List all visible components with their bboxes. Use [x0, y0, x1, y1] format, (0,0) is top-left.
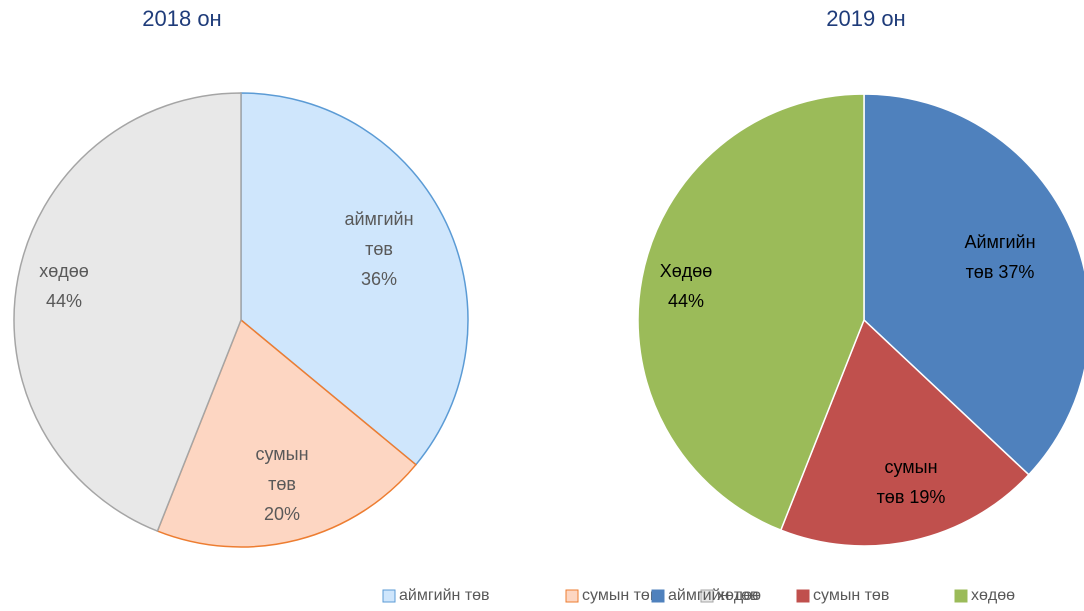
legend-label: сумын төв	[813, 587, 889, 604]
pie-slice	[240, 92, 469, 466]
legend-label: сумын төв	[582, 587, 658, 604]
data-label: сумын	[255, 444, 308, 464]
legend-swatch	[651, 589, 665, 603]
data-label: төв	[365, 239, 393, 259]
data-label: төв 19%	[877, 487, 946, 507]
legend-swatch	[700, 589, 714, 603]
legend-swatch	[565, 589, 579, 603]
chart-title: 2018 он	[142, 6, 221, 31]
data-label: 44%	[46, 291, 82, 311]
data-label: төв 37%	[966, 262, 1035, 282]
data-label: 36%	[361, 269, 397, 289]
legend-swatch	[954, 589, 968, 603]
legend-swatch	[382, 589, 396, 603]
data-label: аймгийн	[344, 209, 413, 229]
pie-slice	[863, 93, 1084, 476]
pie-slice	[637, 93, 865, 532]
pie-slice	[156, 318, 417, 548]
legend-label: аймгийн төв	[399, 587, 490, 604]
legend-label: хөдөө	[971, 587, 1015, 604]
pie-slice	[779, 318, 1030, 547]
pie-slice	[13, 92, 242, 533]
data-label: 44%	[668, 291, 704, 311]
chart-title: 2019 он	[826, 6, 905, 31]
data-label: төв	[268, 474, 296, 494]
data-label: 20%	[264, 504, 300, 524]
data-label: Аймгийн	[964, 232, 1035, 252]
legend-label: хөдөө	[717, 587, 761, 604]
data-label: хөдөө	[39, 261, 89, 281]
data-label: сумын	[884, 457, 937, 477]
data-label: Хөдөө	[660, 261, 713, 281]
legend-swatch	[796, 589, 810, 603]
legend-label: аймгийн төв	[668, 587, 759, 604]
